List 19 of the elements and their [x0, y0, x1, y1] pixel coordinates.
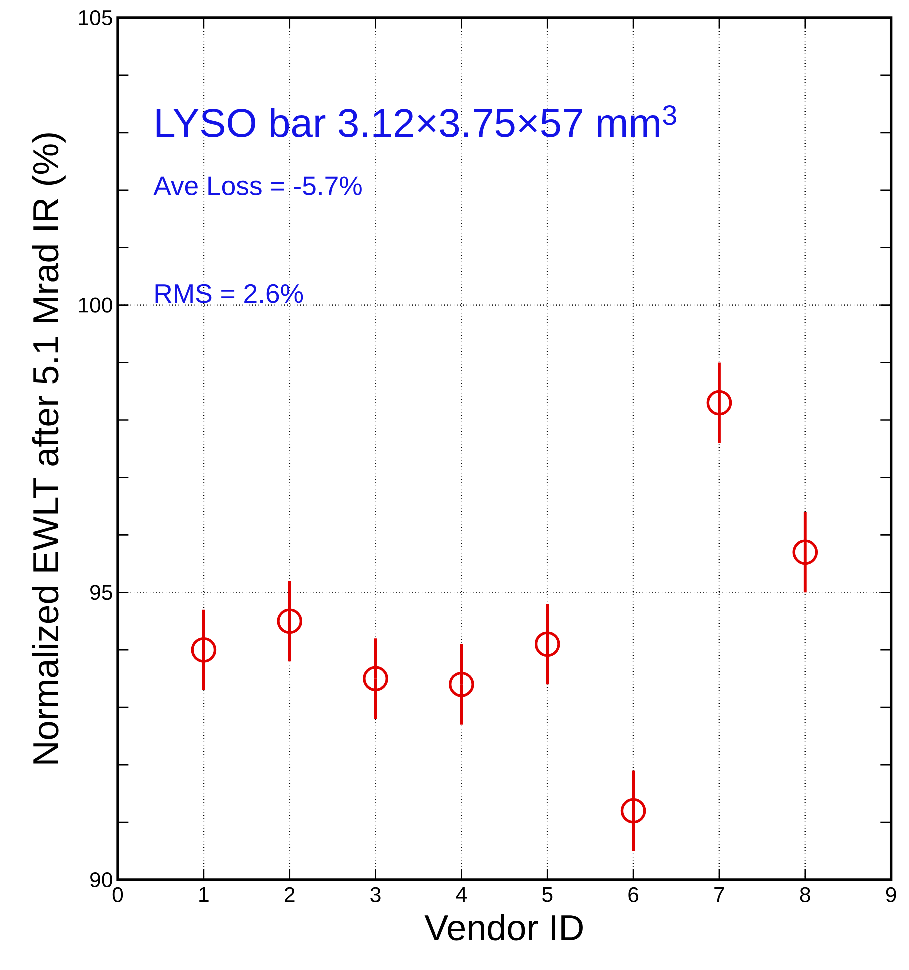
x-axis-title: Vendor ID [424, 914, 583, 941]
y-tick-label: 90 [90, 872, 112, 888]
y-axis-title: Normalized EWLT after 5.1 Mrad IR (%) [32, 134, 66, 764]
y-tick-label: 95 [90, 585, 112, 600]
x-tick-label: 6 [628, 887, 639, 902]
x-tick-label: 1 [200, 887, 209, 902]
annotation: Ave Loss = -5.7% [154, 176, 362, 196]
annotation: RMS = 2.6% [156, 284, 304, 304]
x-tick-label: 5 [542, 887, 553, 902]
y-tick-label: 100 [79, 298, 112, 313]
y-tick-label: 105 [79, 10, 112, 26]
x-tick-label: 4 [456, 887, 467, 902]
x-tick-label: 9 [886, 887, 896, 902]
x-tick-label: 0 [112, 887, 124, 902]
x-tick-label: 7 [714, 887, 724, 902]
x-tick-label: 8 [800, 887, 810, 902]
annotation: LYSO bar 3.12×3.75×57 mm$^{3}$ [156, 105, 676, 138]
x-tick-label: 3 [370, 887, 381, 902]
x-tick-label: 2 [284, 887, 295, 902]
